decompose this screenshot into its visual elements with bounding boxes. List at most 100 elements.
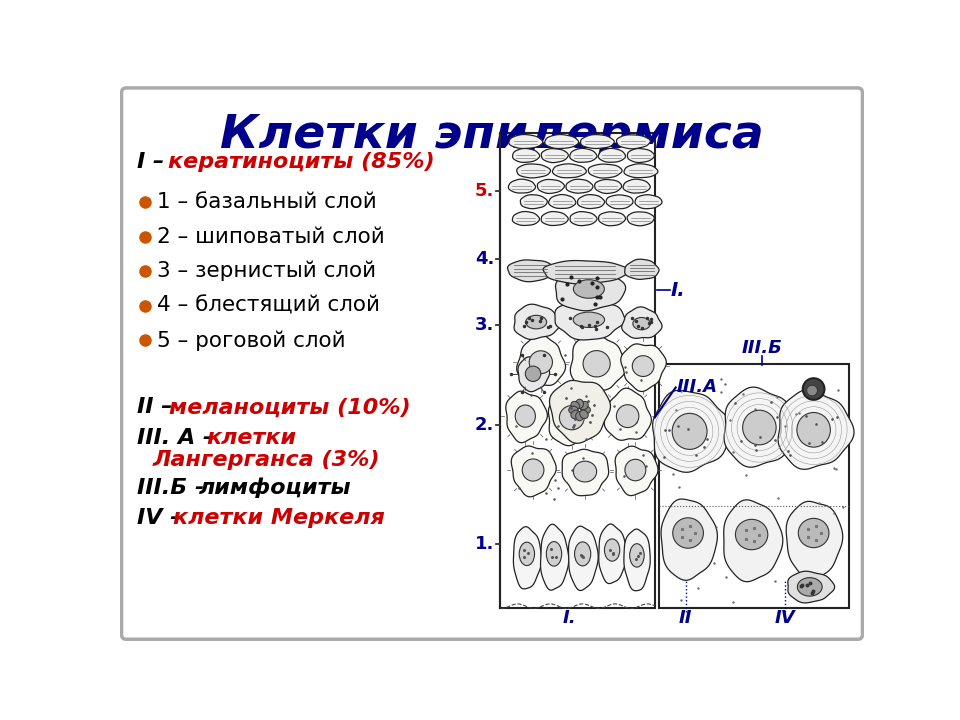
Polygon shape — [544, 135, 579, 148]
Ellipse shape — [743, 410, 776, 445]
Ellipse shape — [673, 518, 704, 548]
Polygon shape — [598, 148, 626, 162]
Text: II –: II – — [137, 397, 180, 418]
Ellipse shape — [580, 410, 588, 418]
Ellipse shape — [633, 318, 650, 330]
Polygon shape — [599, 212, 626, 226]
Ellipse shape — [516, 405, 536, 427]
Polygon shape — [520, 194, 547, 209]
Text: Лангерганса (3%): Лангерганса (3%) — [153, 450, 380, 470]
Polygon shape — [563, 449, 609, 496]
Polygon shape — [724, 500, 782, 582]
Ellipse shape — [797, 413, 830, 447]
Polygon shape — [622, 307, 662, 338]
Polygon shape — [548, 390, 599, 446]
Ellipse shape — [581, 406, 590, 414]
FancyBboxPatch shape — [122, 88, 862, 639]
Text: 2 – шиповатый слой: 2 – шиповатый слой — [157, 227, 385, 246]
Polygon shape — [509, 135, 542, 148]
Ellipse shape — [633, 356, 654, 377]
Polygon shape — [570, 212, 597, 225]
Polygon shape — [624, 529, 650, 590]
Polygon shape — [569, 148, 597, 162]
Ellipse shape — [571, 401, 580, 410]
Text: II: II — [679, 608, 692, 626]
Polygon shape — [653, 390, 731, 472]
Polygon shape — [541, 148, 568, 163]
Ellipse shape — [575, 542, 590, 566]
Ellipse shape — [616, 405, 638, 428]
Text: 1 – базальный слой: 1 – базальный слой — [157, 192, 377, 212]
Text: клетки: клетки — [206, 428, 297, 449]
Ellipse shape — [605, 539, 620, 561]
Polygon shape — [628, 148, 655, 163]
Text: I.: I. — [670, 281, 684, 300]
Polygon shape — [606, 195, 633, 209]
Text: III.А: III.А — [677, 378, 717, 396]
Bar — [500, 132, 655, 608]
Polygon shape — [548, 194, 576, 208]
Polygon shape — [624, 163, 658, 178]
Ellipse shape — [529, 351, 552, 374]
Text: клетки Меркеля: клетки Меркеля — [173, 508, 384, 528]
Polygon shape — [552, 164, 587, 178]
Polygon shape — [549, 380, 611, 444]
Ellipse shape — [630, 544, 644, 567]
Ellipse shape — [806, 385, 818, 396]
Polygon shape — [661, 499, 717, 580]
Ellipse shape — [580, 401, 588, 410]
Text: 1.: 1. — [475, 535, 494, 553]
Ellipse shape — [522, 459, 544, 481]
Ellipse shape — [735, 519, 768, 550]
Text: III. А –: III. А – — [137, 428, 222, 449]
Text: IV –: IV – — [137, 508, 189, 528]
Polygon shape — [635, 194, 662, 209]
Text: III.Б: III.Б — [741, 339, 782, 357]
Text: I –: I – — [137, 152, 172, 172]
Ellipse shape — [571, 410, 580, 418]
Polygon shape — [555, 301, 625, 340]
Ellipse shape — [803, 378, 825, 400]
Polygon shape — [513, 212, 540, 225]
Text: кератиноциты (85%): кератиноциты (85%) — [168, 152, 435, 172]
Polygon shape — [604, 388, 652, 441]
Polygon shape — [514, 304, 562, 339]
Polygon shape — [541, 212, 568, 225]
Polygon shape — [506, 391, 547, 443]
Text: I.: I. — [563, 608, 576, 626]
Polygon shape — [588, 164, 622, 178]
Polygon shape — [514, 526, 541, 589]
Polygon shape — [508, 260, 555, 282]
Polygon shape — [625, 259, 659, 279]
Text: 4.: 4. — [475, 250, 494, 268]
Polygon shape — [621, 344, 666, 392]
Ellipse shape — [526, 315, 546, 329]
Text: 2.: 2. — [475, 416, 494, 434]
Text: 5.: 5. — [475, 181, 494, 199]
Polygon shape — [623, 179, 650, 193]
Polygon shape — [540, 524, 568, 590]
Polygon shape — [516, 334, 565, 387]
Polygon shape — [779, 390, 854, 469]
Polygon shape — [543, 261, 630, 284]
Polygon shape — [508, 179, 536, 193]
Ellipse shape — [576, 399, 584, 408]
Text: IV: IV — [775, 608, 795, 626]
Ellipse shape — [798, 577, 822, 596]
Polygon shape — [556, 267, 626, 311]
Polygon shape — [513, 148, 540, 163]
Polygon shape — [627, 212, 655, 226]
Polygon shape — [786, 501, 843, 580]
Polygon shape — [512, 446, 556, 497]
Polygon shape — [516, 164, 550, 178]
Polygon shape — [724, 387, 800, 467]
Polygon shape — [615, 446, 658, 495]
Bar — [659, 364, 849, 608]
Polygon shape — [538, 179, 564, 194]
Ellipse shape — [573, 462, 596, 482]
Text: 5 – роговой слой: 5 – роговой слой — [157, 330, 346, 351]
Polygon shape — [599, 524, 627, 584]
Ellipse shape — [799, 518, 829, 548]
Ellipse shape — [560, 405, 585, 430]
Ellipse shape — [576, 412, 584, 420]
